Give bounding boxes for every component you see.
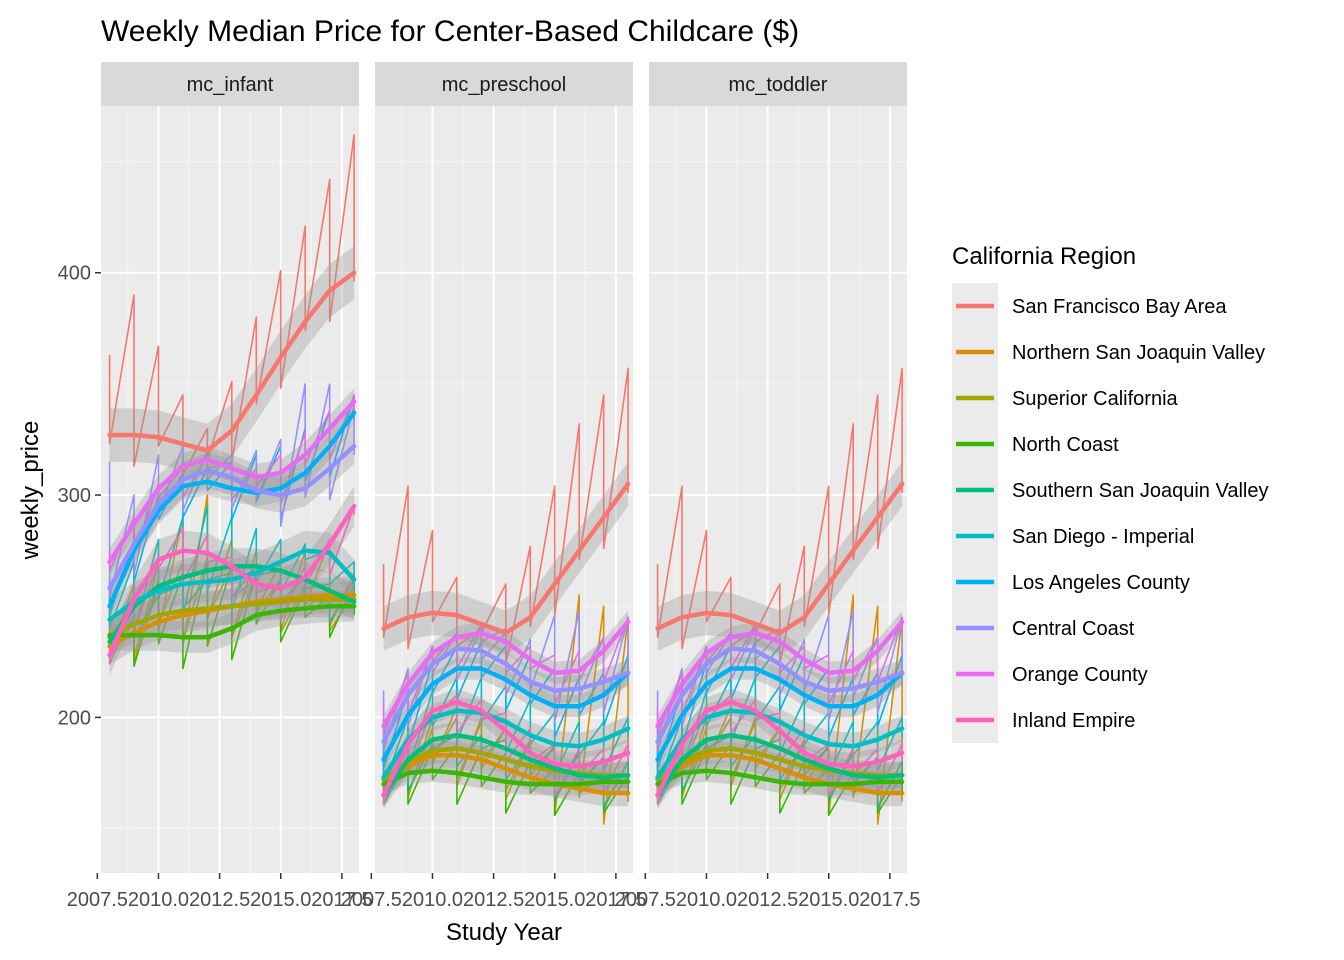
- confidence-band: [657, 635, 903, 756]
- confidence-band: [383, 610, 629, 738]
- x-tick-label: 2017.5: [859, 889, 920, 911]
- legend-key-background: [952, 283, 998, 743]
- facet-strip: [649, 62, 907, 106]
- legend-label: Central Coast: [1012, 618, 1135, 640]
- trend-line: [655, 666, 905, 762]
- trend-line: [655, 619, 905, 729]
- legend-label: San Francisco Bay Area: [1012, 296, 1227, 318]
- legend-label: Southern San Joaquin Valley: [1012, 480, 1268, 502]
- trend-line: [107, 548, 357, 622]
- data-trace: [382, 367, 629, 665]
- x-tick-label: 2010.0: [402, 889, 463, 911]
- facet-panel-mc_preschool: mc_preschool 2007.5 2010.0 2012.5 2015.0 2017…: [341, 62, 646, 911]
- trend-line: [107, 597, 357, 640]
- facet-strip-label: mc_infant: [187, 74, 274, 96]
- data-trace: [108, 394, 355, 572]
- trend-line: [381, 768, 631, 787]
- confidence-band: [383, 461, 629, 656]
- legend-label: San Diego - Imperial: [1012, 526, 1194, 548]
- confidence-band: [109, 246, 355, 478]
- confidence-band: [383, 657, 629, 771]
- x-tick-label: 2012.5: [737, 889, 798, 911]
- legend-label: North Coast: [1012, 434, 1119, 456]
- legend-label: Superior California: [1012, 388, 1179, 410]
- x-axis-label: Study Year: [446, 919, 562, 946]
- trend-line: [107, 503, 357, 658]
- x-tick-label: 2012.5: [189, 889, 250, 911]
- x-tick-label: 2007.5: [67, 889, 128, 911]
- confidence-band: [657, 461, 903, 656]
- trend-line: [655, 732, 905, 798]
- confidence-band: [657, 741, 903, 807]
- x-tick-label: 2010.0: [676, 889, 737, 911]
- confidence-band: [383, 721, 629, 809]
- confidence-band: [383, 635, 629, 756]
- x-tick-label: 2012.5: [463, 889, 524, 911]
- x-tick-label: 2017.5: [311, 889, 372, 911]
- trend-line: [381, 732, 631, 798]
- facet-panel-mc_toddler: mc_toddler 2007.5 2010.0 2012.5 2015.0 2017.5: [615, 62, 920, 911]
- trend-line: [381, 646, 631, 745]
- trend-line: [381, 699, 631, 798]
- facet-strip: [375, 62, 633, 106]
- data-trace: [108, 134, 355, 476]
- x-tick-label: 2017.5: [585, 889, 646, 911]
- x-tick-label: 2010.0: [128, 889, 189, 911]
- trend-line: [655, 752, 905, 796]
- facet-strip-label: mc_toddler: [729, 74, 828, 96]
- facet-strip-label: mc_preschool: [442, 74, 567, 96]
- legend-title: California Region: [952, 243, 1136, 270]
- y-tick-label: 400: [58, 263, 91, 285]
- legend: California Region San Francisco Bay Area…: [952, 243, 1268, 743]
- confidence-band: [657, 721, 903, 809]
- data-trace: [656, 367, 903, 665]
- trend-line: [381, 752, 631, 796]
- trend-line: [655, 481, 905, 636]
- confidence-band: [109, 388, 355, 576]
- trend-line: [655, 699, 905, 798]
- legend-label: Orange County: [1012, 664, 1148, 686]
- chart-title: Weekly Median Price for Center-Based Chi…: [101, 15, 799, 48]
- x-tick-label: 2015.0: [524, 889, 585, 911]
- y-axis-label: weekly_price: [17, 421, 44, 561]
- x-tick-label: 2007.5: [615, 889, 676, 911]
- confidence-band: [383, 688, 629, 809]
- confidence-band: [657, 657, 903, 771]
- facet-strip: [101, 62, 359, 106]
- x-tick-label: 2007.5: [341, 889, 402, 911]
- y-tick-label: 300: [58, 485, 91, 507]
- confidence-band: [383, 741, 629, 807]
- confidence-band: [657, 697, 903, 791]
- trend-line: [107, 410, 357, 609]
- trend-line: [381, 666, 631, 762]
- trend-line: [655, 768, 905, 787]
- confidence-band: [657, 688, 903, 809]
- trend-line: [107, 270, 357, 453]
- trend-line: [381, 481, 631, 636]
- trend-line: [107, 399, 357, 565]
- confidence-band: [383, 697, 629, 791]
- confidence-band: [109, 428, 355, 607]
- trend-line: [655, 646, 905, 745]
- confidence-band: [657, 610, 903, 738]
- legend-label: Los Angeles County: [1012, 572, 1190, 594]
- y-tick-label: 200: [58, 707, 91, 729]
- legend-label: Inland Empire: [1012, 710, 1135, 732]
- x-tick-label: 2015.0: [250, 889, 311, 911]
- facet-panel-mc_infant: mc_infant 2007.5 2010.0 2012.5 2015.0 2017.5 2…: [58, 62, 372, 911]
- trend-line: [107, 603, 357, 640]
- x-tick-label: 2015.0: [798, 889, 859, 911]
- trend-line: [107, 443, 357, 591]
- legend-label: Northern San Joaquin Valley: [1012, 342, 1265, 364]
- trend-line: [381, 619, 631, 729]
